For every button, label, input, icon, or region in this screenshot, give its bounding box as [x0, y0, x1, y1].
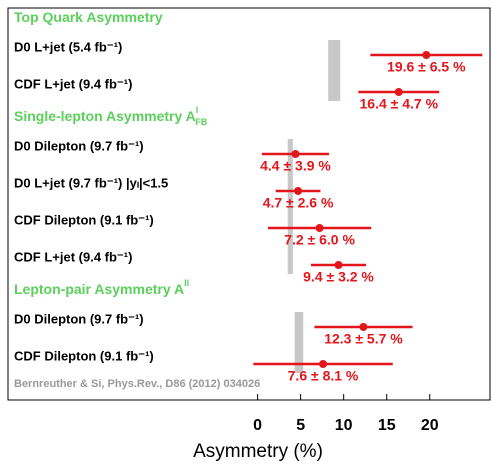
- row-label: D0 Dilepton (9.7 fb⁻¹): [14, 138, 144, 153]
- x-tick-label: 0: [253, 417, 262, 434]
- theory-band: [328, 40, 341, 101]
- section-title-text: Lepton-pair Asymmetry A: [14, 281, 184, 297]
- theory-bands: [287, 40, 341, 373]
- value-label: 7.6 ± 8.1 %: [288, 368, 359, 384]
- section-title-sup: ll: [184, 278, 189, 288]
- note: Bernreuther & Si, Phys.Rev., D86 (2012) …: [14, 378, 260, 390]
- row-label: CDF L+jet (9.4 fb⁻¹): [14, 76, 132, 91]
- value-label: 16.4 ± 4.7 %: [360, 96, 439, 112]
- point: [422, 51, 431, 59]
- value-label: 9.4 ± 3.2 %: [303, 269, 374, 285]
- value-label: 4.4 ± 3.9 %: [260, 158, 331, 174]
- x-tick-label: 10: [335, 417, 353, 434]
- value-label: 7.2 ± 6.0 %: [284, 232, 355, 248]
- point: [394, 88, 403, 96]
- theory-band: [287, 139, 293, 274]
- section-title-text: Single-lepton Asymmetry A: [14, 108, 196, 124]
- row-label: D0 L+jet (5.4 fb⁻¹): [14, 39, 122, 54]
- point: [291, 150, 300, 158]
- row-label: CDF Dilepton (9.1 fb⁻¹): [14, 212, 154, 227]
- section-title-sup: l: [196, 105, 199, 115]
- section-title-text: Top Quark Asymmetry: [14, 9, 163, 25]
- point: [319, 360, 328, 368]
- theory-band: [294, 312, 304, 373]
- point: [359, 323, 368, 331]
- x-tick-label: 5: [296, 417, 305, 434]
- x-tick-label: 20: [421, 417, 439, 434]
- row-label: CDF Dilepton (9.1 fb⁻¹): [14, 348, 154, 363]
- point: [294, 187, 303, 195]
- point: [334, 261, 343, 269]
- section-title: Lepton-pair Asymmetry All: [14, 278, 189, 296]
- section-title-sub: FB: [195, 117, 207, 127]
- section-title: Top Quark Asymmetry: [14, 9, 163, 25]
- point: [315, 224, 324, 232]
- row-label: CDF L+jet (9.4 fb⁻¹): [14, 249, 132, 264]
- x-axis-label: Asymmetry (%): [193, 441, 323, 462]
- value-label: 19.6 ± 6.5 %: [387, 59, 466, 75]
- row-label: D0 L+jet (9.7 fb⁻¹) |yₗ|<1.5: [14, 175, 168, 190]
- section-title: Single-lepton Asymmetry Al FB: [14, 105, 208, 127]
- plot-frame: [7, 7, 491, 401]
- x-tick-label: 15: [378, 417, 396, 434]
- row-label: D0 Dilepton (9.7 fb⁻¹): [14, 311, 144, 326]
- value-label: 12.3 ± 5.7 %: [324, 331, 403, 347]
- value-label: 4.7 ± 2.6 %: [263, 195, 334, 211]
